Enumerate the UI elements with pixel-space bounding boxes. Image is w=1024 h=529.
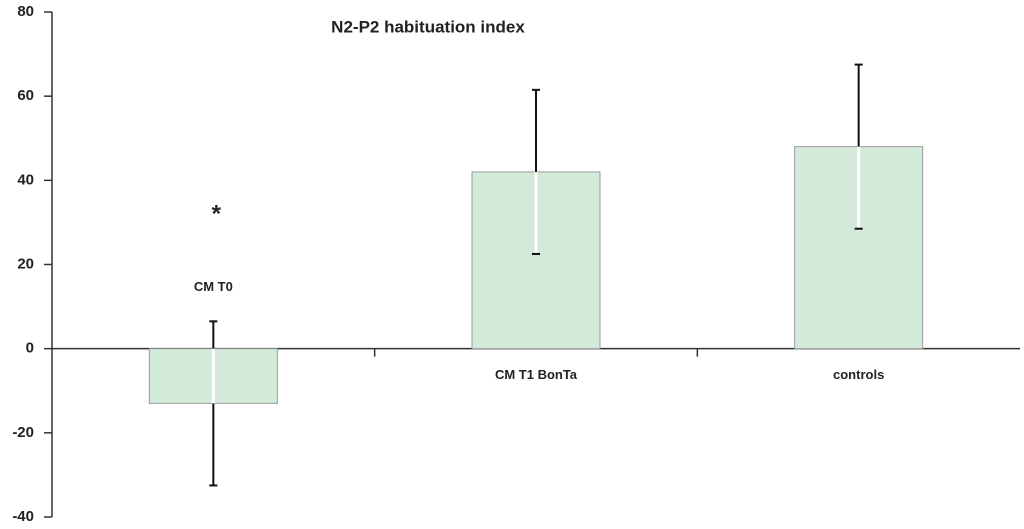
annotation: * bbox=[212, 201, 222, 228]
y-tick-label: 40 bbox=[17, 171, 34, 188]
y-tick-label: -20 bbox=[12, 424, 34, 441]
category-label: CM T0 bbox=[194, 279, 233, 294]
chart-title: N2-P2 habituation index bbox=[331, 17, 525, 36]
category-label: controls bbox=[833, 367, 884, 382]
y-tick-label: 20 bbox=[17, 255, 34, 272]
y-tick-label: 60 bbox=[17, 87, 34, 104]
category-label: CM T1 BonTa bbox=[495, 367, 578, 382]
y-tick-label: 0 bbox=[26, 340, 34, 357]
y-tick-label: -40 bbox=[12, 508, 34, 525]
y-tick-label: 80 bbox=[17, 3, 34, 20]
